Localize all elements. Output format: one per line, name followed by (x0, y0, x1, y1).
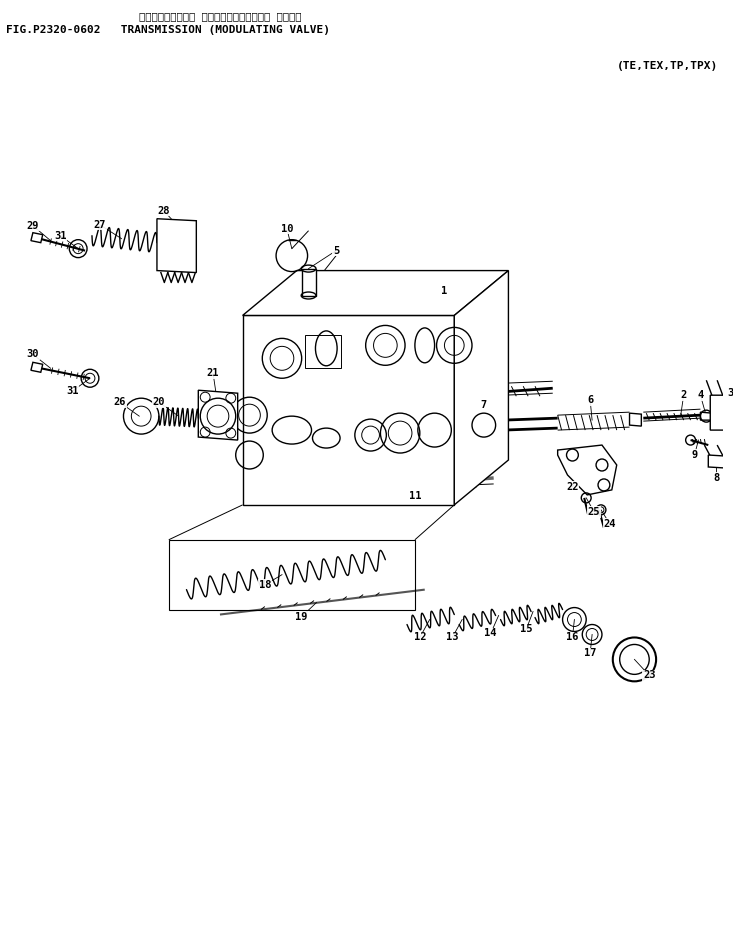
Text: 13: 13 (446, 633, 459, 643)
Text: 5: 5 (333, 246, 339, 255)
Text: 18: 18 (259, 580, 271, 589)
Text: 19: 19 (295, 611, 308, 622)
Polygon shape (710, 395, 730, 430)
Polygon shape (31, 363, 43, 372)
Polygon shape (701, 413, 712, 420)
Text: 14: 14 (485, 628, 497, 638)
Text: 9: 9 (691, 450, 698, 460)
Text: トランスミッション （モジュレーティング・ バルブ）: トランスミッション （モジュレーティング・ バルブ） (139, 11, 302, 21)
Polygon shape (31, 233, 43, 242)
Text: 16: 16 (566, 633, 578, 643)
Text: 20: 20 (152, 397, 165, 407)
Text: 30: 30 (26, 350, 39, 359)
Polygon shape (243, 315, 454, 505)
Text: 12: 12 (413, 633, 426, 643)
Text: 2: 2 (680, 390, 687, 401)
Polygon shape (243, 271, 509, 315)
Polygon shape (157, 218, 196, 273)
Text: 28: 28 (158, 205, 170, 216)
Text: 25: 25 (588, 507, 600, 517)
Text: 23: 23 (643, 671, 655, 681)
Text: 22: 22 (566, 482, 578, 492)
Text: 10: 10 (281, 224, 293, 234)
Text: 27: 27 (94, 220, 106, 229)
Polygon shape (708, 455, 725, 468)
Polygon shape (199, 390, 237, 440)
Text: 11: 11 (409, 491, 421, 501)
Text: 31: 31 (66, 387, 78, 396)
Text: 7: 7 (481, 401, 487, 410)
Text: 29: 29 (26, 221, 39, 230)
Text: (TE,TEX,TP,TPX): (TE,TEX,TP,TPX) (617, 61, 718, 71)
Text: 8: 8 (713, 473, 719, 483)
Text: 1: 1 (441, 286, 448, 295)
Text: FIG.P2320-0602   TRANSMISSION (MODULATING VALVE): FIG.P2320-0602 TRANSMISSION (MODULATING … (7, 25, 331, 35)
Text: 17: 17 (584, 648, 597, 659)
Polygon shape (630, 413, 641, 426)
Polygon shape (558, 445, 616, 495)
Text: 3: 3 (727, 388, 733, 398)
Text: 21: 21 (207, 368, 219, 378)
Polygon shape (454, 271, 509, 505)
Text: 26: 26 (114, 397, 126, 407)
Text: 4: 4 (697, 390, 704, 401)
Text: 24: 24 (603, 519, 616, 529)
Text: 15: 15 (520, 624, 532, 635)
Text: 31: 31 (54, 230, 67, 240)
Polygon shape (302, 268, 317, 295)
Text: 6: 6 (587, 395, 593, 405)
